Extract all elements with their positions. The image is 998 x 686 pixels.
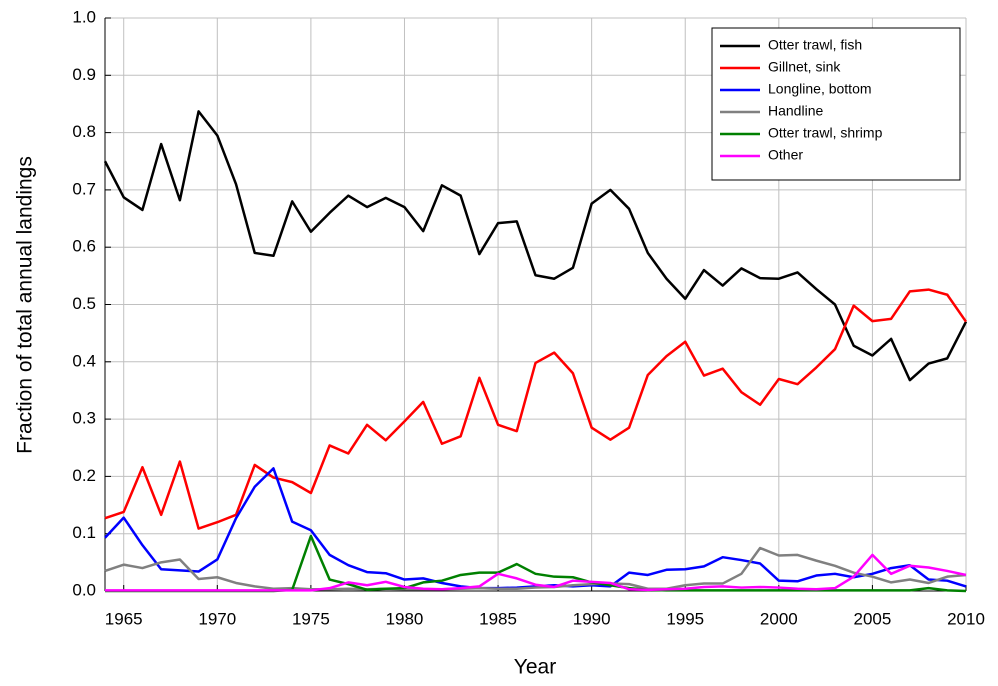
legend-label: Gillnet, sink: [768, 59, 841, 75]
x-tick-label: 1990: [573, 609, 611, 628]
x-tick-label: 2005: [853, 609, 891, 628]
legend-label: Other: [768, 147, 803, 163]
y-tick-label: 0.2: [72, 466, 96, 485]
series-line: [104, 546, 967, 591]
legend-label: Handline: [768, 103, 823, 119]
series-line: [103, 110, 968, 382]
x-tick-label: 1970: [198, 609, 236, 628]
legend-label: Otter trawl, shrimp: [768, 125, 883, 141]
x-tick-label: 2010: [947, 609, 985, 628]
x-tick-label: 1995: [666, 609, 704, 628]
series-line: [104, 467, 967, 590]
y-tick-label: 0.1: [72, 523, 96, 542]
x-tick-label: 1975: [292, 609, 330, 628]
y-tick-label: 0.9: [72, 65, 96, 84]
legend-box: [711, 27, 961, 181]
y-tick-label: 0.4: [72, 351, 96, 370]
y-tick-label: 0.5: [72, 294, 96, 313]
x-tick-label: 1985: [479, 609, 517, 628]
y-tick-label: 0.6: [72, 237, 96, 256]
x-tick-label: 1965: [105, 609, 143, 628]
y-tick-label: 0.8: [72, 122, 96, 141]
x-tick-label: 1980: [386, 609, 424, 628]
y-tick-label: 0.3: [72, 409, 96, 428]
y-axis-title: Fraction of total annual landings: [14, 156, 37, 454]
legend-label: Otter trawl, fish: [768, 37, 862, 53]
legend-label: Longline, bottom: [768, 81, 872, 97]
y-tick-label: 0.0: [72, 580, 96, 599]
x-axis-title: Year: [514, 656, 556, 679]
y-tick-label: 0.7: [72, 179, 96, 198]
series-line: [104, 288, 968, 530]
series-line: [105, 553, 967, 592]
x-tick-label: 2000: [760, 609, 798, 628]
y-tick-label: 1.0: [72, 7, 96, 26]
